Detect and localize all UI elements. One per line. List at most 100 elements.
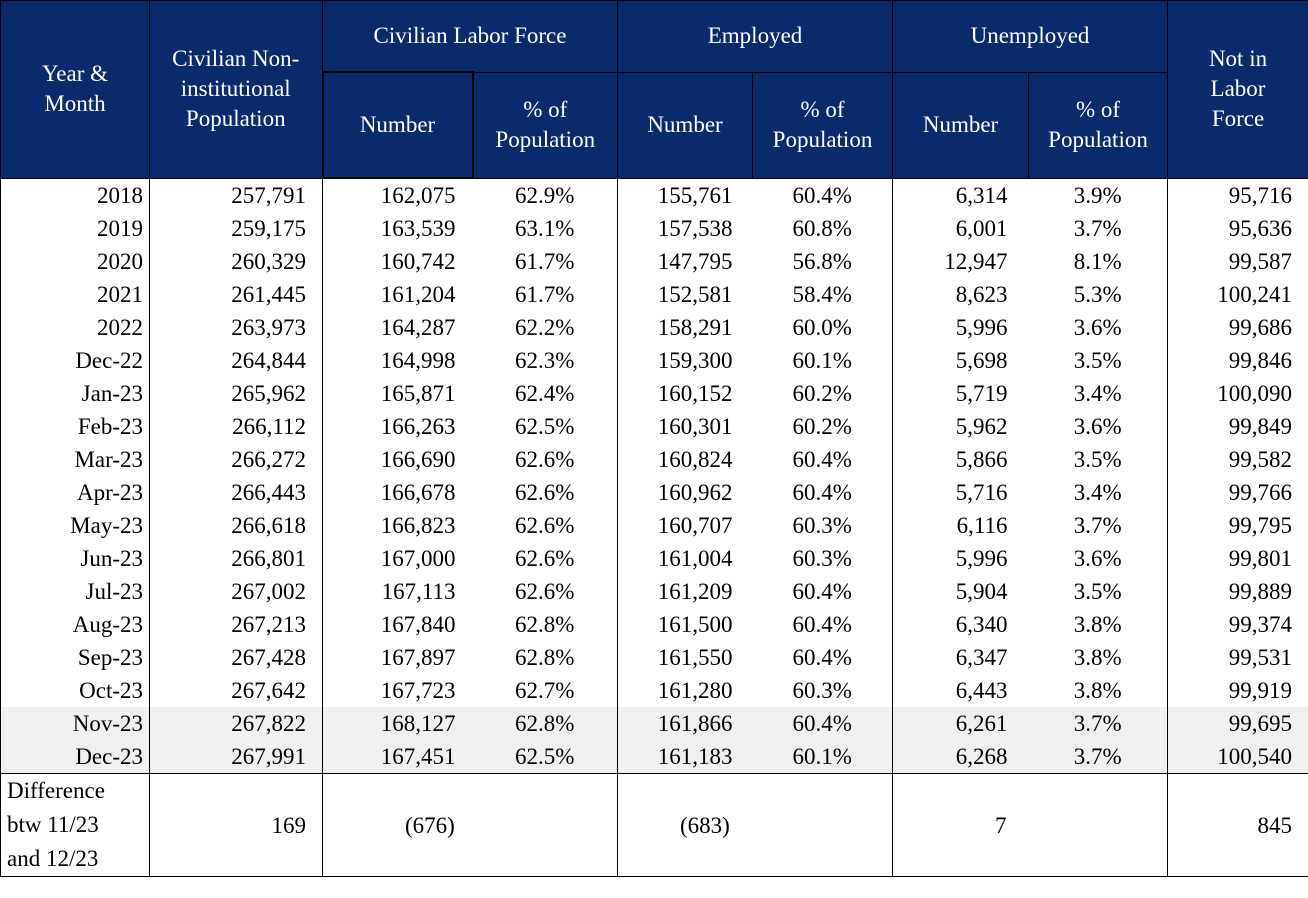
cell: 99,795 <box>1167 509 1308 542</box>
header-cell: Year & Month <box>0 0 150 179</box>
cell: 168,127 <box>322 707 473 740</box>
cell: 62.9% <box>515 182 575 208</box>
table-row: 2018 257,791 162,075 62.9% 155,761 60.4% 6,314… <box>0 178 1308 212</box>
cell: 161,500 <box>617 608 753 641</box>
cell: 266,112 <box>149 410 323 443</box>
cell: 161,550 <box>617 641 753 674</box>
cell: 161,280 <box>617 674 753 707</box>
cell: 5,719 <box>892 377 1029 410</box>
cell: 163,539 <box>322 212 473 245</box>
cell: 5,962 <box>892 410 1029 443</box>
cell: 267,822 <box>149 707 323 740</box>
cell: 99,582 <box>1167 443 1308 476</box>
cell: 263,973 <box>149 311 323 344</box>
cell: 6,347 <box>892 641 1029 674</box>
table-row: Feb-23 266,112 166,263 62.5% 160,301 60.2% 5,9… <box>0 410 1308 443</box>
cell: 161,204 <box>322 278 473 311</box>
cell: 3.7% <box>1028 707 1168 740</box>
cell: 6,116 <box>892 509 1029 542</box>
cell: 157,538 <box>617 212 753 245</box>
cell: 60.3% <box>792 546 852 571</box>
subheader: % of Population <box>472 71 618 179</box>
row-label: Jul-23 <box>0 575 150 608</box>
cell: 62.8% <box>515 612 575 637</box>
cell: 3.8% <box>1073 645 1122 670</box>
cell: 7 <box>892 773 1168 877</box>
cell: 99,766 <box>1167 476 1308 509</box>
table-row: Aug-23 267,213 167,840 62.8% 161,500 60.4% 6,3… <box>0 608 1308 641</box>
cell: 162,075 <box>322 178 473 212</box>
cell: 99,374 <box>1167 608 1308 641</box>
cell: 99,889 <box>1167 575 1308 608</box>
row-label: 2022 <box>0 311 150 344</box>
table-row: Dec-23 267,991 167,451 62.5% 161,183 60.1% 6,2… <box>0 740 1308 774</box>
table-row: 2022 263,973 164,287 62.2% 158,291 60.0% 5,996… <box>0 311 1308 344</box>
row-label: Dec-23 <box>0 740 150 774</box>
cell: 5,996 <box>892 311 1029 344</box>
cell: 6,443 <box>892 674 1029 707</box>
cell: 5,866 <box>892 443 1029 476</box>
cell: 5,698 <box>892 344 1029 377</box>
row-label: Nov-23 <box>0 707 150 740</box>
cell: 265,962 <box>149 377 323 410</box>
subheader: Number <box>321 71 474 179</box>
subheader: Number <box>892 71 1030 179</box>
cell: 60.4% <box>792 645 852 670</box>
cell: 62.8% <box>515 645 575 670</box>
cell: 3.7% <box>1073 513 1122 538</box>
cell: 161,866 <box>617 707 753 740</box>
cell: 60.1% <box>792 348 852 373</box>
table-row: Oct-23 267,642 167,723 62.7% 161,280 60.3% 6,4… <box>0 674 1308 707</box>
cell: 62.6% <box>515 513 575 538</box>
cell: 95,636 <box>1167 212 1308 245</box>
cell: 62.7% <box>515 678 575 703</box>
subheader: % of Population <box>1028 71 1169 179</box>
cell: 266,272 <box>149 443 323 476</box>
cell: 61.7% <box>515 249 575 274</box>
header-text: Year & Month <box>41 61 109 117</box>
table-row: Apr-23 266,443 166,678 62.6% 160,962 60.4% 5,7… <box>0 476 1308 509</box>
cell: 6,001 <box>892 212 1029 245</box>
cell: (683) <box>616 773 893 877</box>
cell: 3.6% <box>1073 546 1122 571</box>
cell: 62.4% <box>515 381 575 406</box>
cell: 99,531 <box>1167 641 1308 674</box>
table-row: Jan-23 265,962 165,871 62.4% 160,152 60.2% 5,7… <box>0 377 1308 410</box>
cell: 267,002 <box>149 575 323 608</box>
cell: 100,241 <box>1167 278 1308 311</box>
cell: 259,175 <box>149 212 323 245</box>
cell: 845 <box>1167 773 1308 877</box>
cell: 60.3% <box>792 513 852 538</box>
row-label: Mar-23 <box>0 443 150 476</box>
cell: 6,340 <box>892 608 1029 641</box>
group-header: Unemployed <box>892 0 1169 73</box>
cell: 167,840 <box>322 608 473 641</box>
table-row: 2019 259,175 163,539 63.1% 157,538 60.8% 6,001… <box>0 212 1308 245</box>
header-cell: Civilian Non-institutional Population <box>149 0 323 179</box>
cell: 167,113 <box>322 575 473 608</box>
table-row: May-23 266,618 166,823 62.6% 160,707 60.3% 6,1… <box>0 509 1308 542</box>
table-row: Sep-23 267,428 167,897 62.8% 161,550 60.4% 6,3… <box>0 641 1308 674</box>
cell: 63.1% <box>515 216 575 241</box>
cell: 161,209 <box>617 575 753 608</box>
header-text: % of Population <box>495 97 596 152</box>
row-label: 2020 <box>0 245 150 278</box>
cell: (676) <box>322 773 618 877</box>
cell: 169 <box>149 773 323 877</box>
cell: 99,846 <box>1167 344 1308 377</box>
difference-row: Difference btw 11/23 and 12/23 169 (676) (6… <box>0 773 1308 877</box>
cell: 100,540 <box>1167 740 1308 774</box>
cell: 8,623 <box>892 278 1029 311</box>
cell: 266,443 <box>149 476 323 509</box>
cell: 147,795 <box>617 245 753 278</box>
cell: 161,183 <box>617 740 753 774</box>
row-label: Dec-22 <box>0 344 150 377</box>
cell: 3.7% <box>1073 216 1122 241</box>
table-header: Year & Month Civilian Non-institutional … <box>0 0 1308 179</box>
row-label: Oct-23 <box>0 674 150 707</box>
cell: 8.1% <box>1073 249 1122 274</box>
cell: 166,690 <box>322 443 473 476</box>
cell: 267,213 <box>149 608 323 641</box>
row-label: Apr-23 <box>0 476 150 509</box>
